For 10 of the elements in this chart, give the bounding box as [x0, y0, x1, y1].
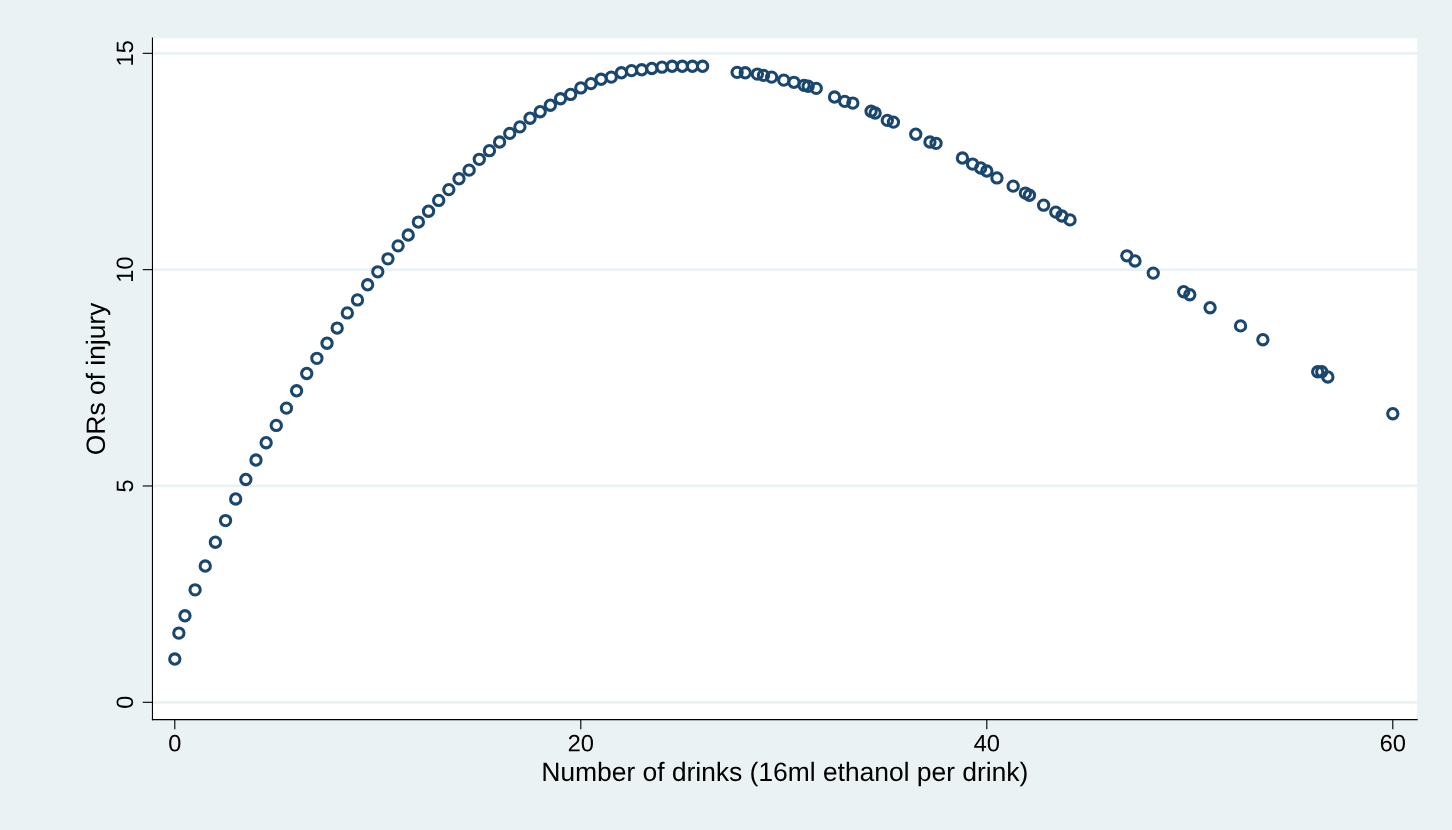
y-tick-label: 5 [116, 480, 134, 492]
x-tick-label: 40 [974, 734, 999, 752]
y-axis-title: ORs of injury [85, 302, 111, 454]
y-tick-label: 10 [116, 257, 134, 281]
y-tick-label: 15 [116, 41, 134, 65]
x-axis-title: Number of drinks (16ml ethanol per drink) [543, 761, 1027, 787]
x-tick-label: 20 [568, 734, 593, 752]
x-tick-label: 0 [169, 734, 181, 752]
y-tick-label: 0 [116, 696, 134, 708]
x-tick-label: 60 [1380, 734, 1405, 752]
